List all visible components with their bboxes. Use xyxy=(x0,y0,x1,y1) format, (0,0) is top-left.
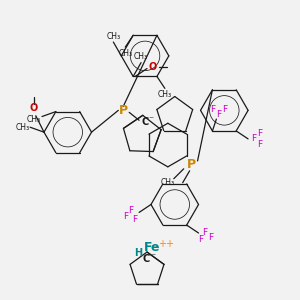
Text: F: F xyxy=(198,236,203,244)
Text: F: F xyxy=(202,227,207,236)
Text: Fe: Fe xyxy=(144,241,160,254)
Text: CH₃: CH₃ xyxy=(118,49,132,58)
Text: O: O xyxy=(149,61,157,72)
Text: ⁻: ⁻ xyxy=(150,252,155,262)
Text: CH₃: CH₃ xyxy=(158,90,172,99)
Text: F: F xyxy=(216,110,221,118)
Text: P: P xyxy=(119,104,128,117)
Text: H: H xyxy=(134,248,142,258)
Text: CH₃: CH₃ xyxy=(106,32,120,40)
Text: CH₃: CH₃ xyxy=(161,178,175,187)
Text: F: F xyxy=(208,233,213,242)
Text: ++: ++ xyxy=(158,239,174,249)
Text: F: F xyxy=(210,105,215,114)
Text: F: F xyxy=(257,129,262,138)
Text: F: F xyxy=(251,134,256,143)
Text: F: F xyxy=(133,215,138,224)
Text: C: C xyxy=(142,254,150,264)
Text: CH₃: CH₃ xyxy=(27,115,41,124)
Text: F: F xyxy=(123,212,128,221)
Text: CH₃: CH₃ xyxy=(134,52,148,61)
Text: O: O xyxy=(30,103,38,113)
Text: CH₃: CH₃ xyxy=(15,123,29,132)
Text: C: C xyxy=(141,117,149,127)
Text: F: F xyxy=(257,140,262,149)
Text: ⁻: ⁻ xyxy=(148,115,154,125)
Text: F: F xyxy=(129,206,134,215)
Text: P: P xyxy=(187,158,196,171)
Text: F: F xyxy=(222,105,227,114)
